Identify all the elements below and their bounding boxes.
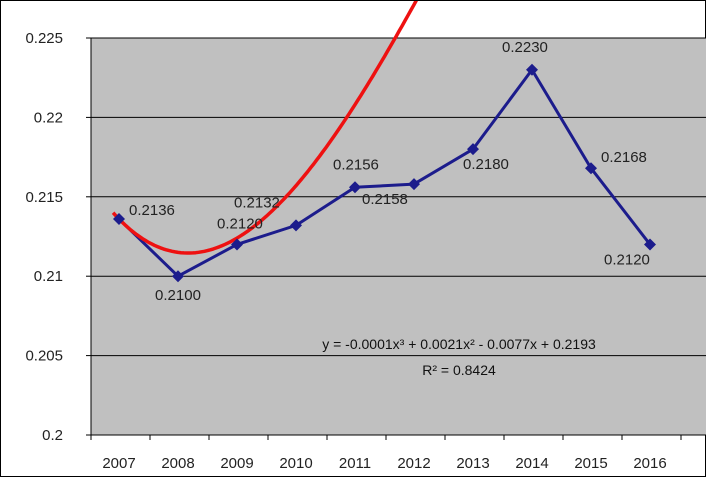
data-point-marker bbox=[585, 162, 597, 175]
y-tick-label: 0.2 bbox=[42, 427, 63, 444]
data-point-marker bbox=[113, 213, 125, 226]
x-tick-label: 2009 bbox=[220, 455, 253, 472]
gridlines bbox=[91, 37, 706, 357]
series-group bbox=[117, 68, 652, 278]
data-label: 0.2230 bbox=[502, 39, 548, 56]
data-label: 0.2136 bbox=[129, 202, 175, 219]
y-tick-label: 0.225 bbox=[25, 30, 63, 47]
data-point-marker bbox=[408, 178, 420, 191]
data-label: 0.2158 bbox=[362, 191, 408, 208]
data-label: 0.2100 bbox=[155, 287, 201, 304]
y-tick-label: 0.215 bbox=[25, 189, 63, 206]
x-axis-ticks: 2007 2008 2009 2010 2011 2012 2013 2014 2015 2016 bbox=[90, 435, 682, 472]
x-tick-label: 2012 bbox=[397, 455, 430, 472]
y-axis-ticks: 0.2 0.205 0.21 0.215 0.22 0.225 bbox=[25, 30, 91, 444]
x-tick-label: 2008 bbox=[161, 455, 194, 472]
data-label: 0.2168 bbox=[601, 149, 647, 166]
trendline-equation: y = -0.0001x³ + 0.0021x² - 0.0077x + 0.2… bbox=[322, 336, 596, 352]
trendline-r-squared: R² = 0.8424 bbox=[422, 362, 496, 378]
x-tick-label: 2014 bbox=[515, 455, 548, 472]
data-label: 0.2180 bbox=[463, 156, 509, 173]
data-point-marker bbox=[349, 181, 361, 194]
data-point-marker bbox=[644, 238, 656, 251]
x-tick-label: 2016 bbox=[633, 455, 666, 472]
data-label: 0.2120 bbox=[217, 215, 263, 232]
x-tick-label: 2010 bbox=[279, 455, 312, 472]
data-point-marker bbox=[467, 143, 479, 156]
data-point-marker bbox=[231, 238, 243, 251]
data-label: 0.2132 bbox=[234, 194, 280, 211]
data-labels: 0.2136 0.2100 0.2120 0.2132 0.2156 0.2158 0.21… bbox=[129, 39, 650, 304]
data-point-marker bbox=[290, 219, 302, 232]
trendline-curve bbox=[111, 1, 418, 255]
y-tick-label: 0.205 bbox=[25, 348, 63, 365]
y-tick-label: 0.21 bbox=[34, 268, 63, 285]
trendline-group bbox=[111, 1, 418, 255]
data-label: 0.2120 bbox=[604, 251, 650, 268]
series-line bbox=[117, 68, 652, 278]
y-tick-label: 0.22 bbox=[34, 109, 63, 126]
plot-area bbox=[91, 38, 706, 435]
x-tick-label: 2013 bbox=[456, 455, 489, 472]
data-point-marker bbox=[172, 270, 184, 283]
data-point-marker bbox=[526, 63, 538, 76]
x-tick-label: 2011 bbox=[339, 455, 371, 472]
data-label: 0.2156 bbox=[333, 156, 379, 173]
x-tick-label: 2007 bbox=[102, 455, 135, 472]
x-tick-label: 2015 bbox=[574, 455, 607, 472]
markers-group bbox=[113, 63, 656, 283]
